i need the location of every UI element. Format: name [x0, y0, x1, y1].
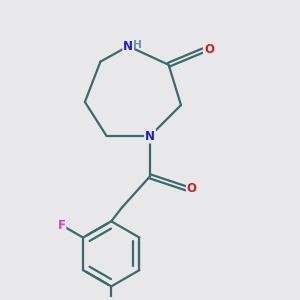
Text: O: O: [187, 182, 197, 195]
Text: N: N: [145, 130, 155, 142]
Text: F: F: [57, 219, 65, 232]
Text: O: O: [204, 43, 214, 56]
Text: N: N: [123, 40, 133, 53]
Text: H: H: [133, 40, 141, 50]
